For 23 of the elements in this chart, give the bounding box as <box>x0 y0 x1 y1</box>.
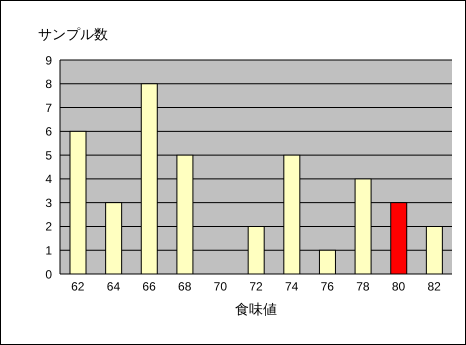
x-tick-label: 82 <box>428 280 442 294</box>
y-tick-label: 9 <box>45 53 52 68</box>
x-tick-label: 80 <box>392 280 406 294</box>
x-tick-label: 66 <box>142 280 156 294</box>
x-tick-label: 72 <box>249 280 263 294</box>
x-tick-label: 76 <box>320 280 334 294</box>
y-tick-label: 6 <box>45 124 52 139</box>
y-tick-label: 0 <box>45 267 52 282</box>
y-axis-title: サンプル数 <box>38 26 108 44</box>
y-tick-label: 1 <box>45 243 52 258</box>
x-tick-label: 68 <box>178 280 192 294</box>
y-tick-label: 4 <box>45 172 52 186</box>
x-tick-label: 78 <box>356 280 370 294</box>
x-tick-label: 70 <box>214 280 228 294</box>
y-tick-label: 7 <box>45 100 52 115</box>
y-tick-label: 5 <box>45 148 52 162</box>
y-tick-label: 8 <box>45 77 52 92</box>
x-tick-label: 62 <box>71 280 85 294</box>
y-tick-label: 3 <box>45 196 52 210</box>
x-axis-title: 食味値 <box>235 301 277 317</box>
x-tick-label: 64 <box>106 280 120 294</box>
y-tick-label: 2 <box>45 220 52 234</box>
x-tick-label: 74 <box>284 280 299 294</box>
